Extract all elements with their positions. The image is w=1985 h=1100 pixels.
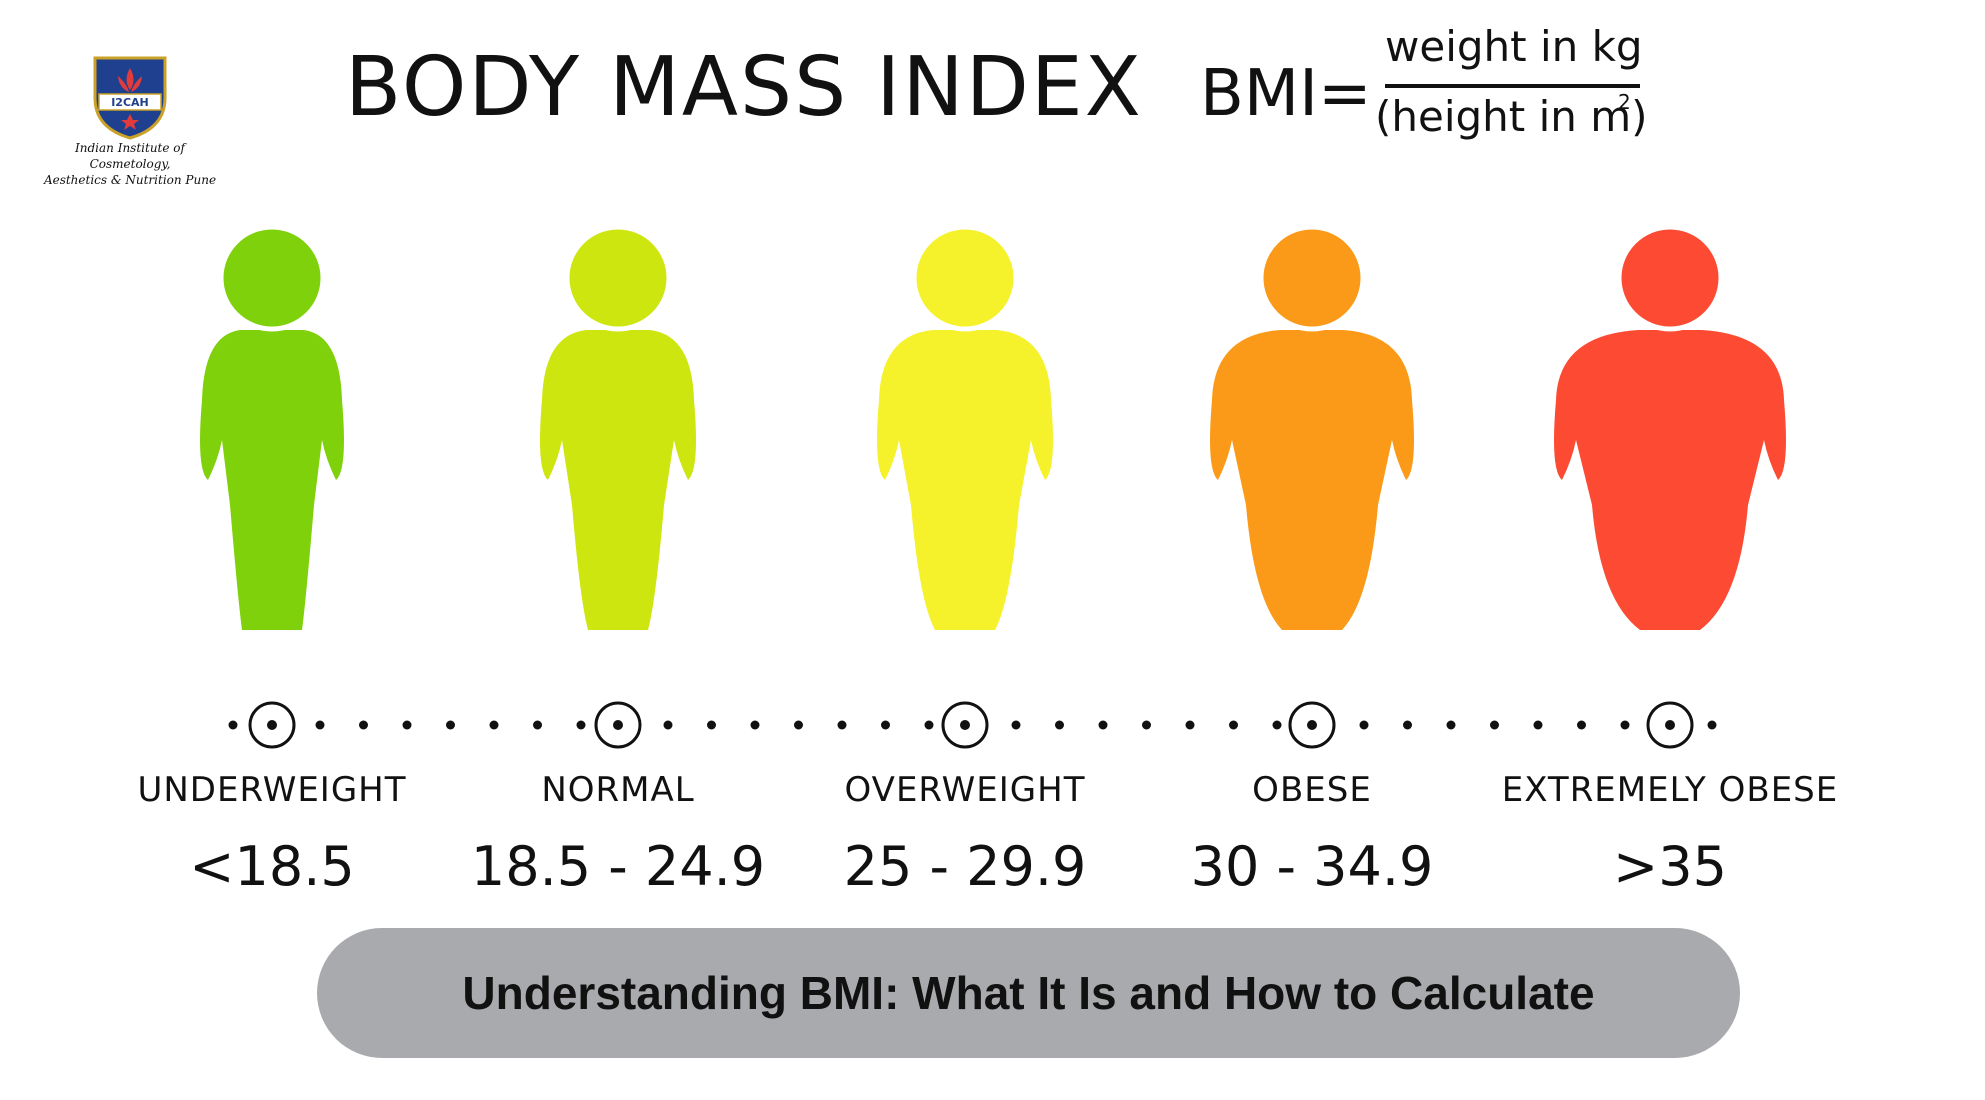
scale-dot bbox=[359, 720, 368, 730]
category-label: OVERWEIGHT bbox=[844, 770, 1086, 810]
figure-extremely-obese bbox=[1554, 224, 1786, 630]
body-figures bbox=[200, 224, 1786, 630]
scale-dot bbox=[1011, 720, 1021, 730]
scale-dot bbox=[1490, 720, 1499, 730]
scale-dot bbox=[1620, 720, 1630, 730]
category-range: >35 bbox=[1613, 835, 1727, 898]
category-range: 30 - 34.9 bbox=[1190, 835, 1434, 898]
scale-dot bbox=[1577, 720, 1586, 730]
scale-marker-ring bbox=[594, 701, 642, 749]
category-range: 18.5 - 24.9 bbox=[470, 835, 766, 898]
scale-dot bbox=[1098, 720, 1108, 730]
scale-dot bbox=[1229, 720, 1238, 730]
figure-overweight bbox=[877, 224, 1053, 630]
figure-body bbox=[200, 330, 344, 630]
figure-underweight bbox=[200, 224, 344, 630]
figure-head bbox=[911, 224, 1019, 332]
scale-marker-ring bbox=[1646, 701, 1694, 749]
scale-dot bbox=[1533, 720, 1543, 730]
figure-head bbox=[218, 224, 326, 332]
scale-dot bbox=[1359, 720, 1369, 730]
scale-marker-center bbox=[267, 720, 277, 730]
scale-dot bbox=[446, 720, 455, 730]
figure-head bbox=[1258, 224, 1366, 332]
scale-dot bbox=[794, 720, 803, 730]
scale-dot bbox=[1185, 720, 1195, 730]
scale-dot bbox=[228, 720, 238, 730]
scale-marker-center bbox=[1307, 720, 1317, 730]
figure-body bbox=[540, 330, 696, 630]
scale-dot bbox=[663, 720, 673, 730]
scale-marker-ring bbox=[941, 701, 989, 749]
scale-dot bbox=[576, 720, 586, 730]
caption-banner: Understanding BMI: What It Is and How to… bbox=[317, 928, 1740, 1058]
scale-marker-center bbox=[613, 720, 623, 730]
institute-logo: I2CAH Indian Institute of Cosmetology, A… bbox=[40, 50, 220, 200]
category-label: UNDERWEIGHT bbox=[137, 770, 407, 810]
bmi-formula: BMI= weight in kg (height in m) 2 bbox=[1200, 22, 1660, 152]
logo-badge-text: I2CAH bbox=[111, 96, 149, 109]
scale-dot bbox=[1055, 720, 1064, 730]
scale-dot bbox=[1403, 720, 1412, 730]
shield-crest-icon: I2CAH bbox=[93, 56, 167, 140]
figure-normal bbox=[540, 224, 696, 630]
scale-dot bbox=[924, 720, 934, 730]
scale-marker-center bbox=[960, 720, 970, 730]
logo-line-1: Indian Institute of Cosmetology, bbox=[75, 141, 185, 171]
scale-marker-center bbox=[1665, 720, 1675, 730]
scale-dot bbox=[1446, 720, 1456, 730]
scale-dot bbox=[707, 720, 716, 730]
category-range: 25 - 29.9 bbox=[843, 835, 1087, 898]
logo-line-2: Aesthetics & Nutrition Pune bbox=[43, 173, 217, 187]
category-range: <18.5 bbox=[189, 835, 355, 898]
formula-numerator: weight in kg bbox=[1385, 22, 1643, 71]
scale-marker-ring bbox=[1288, 701, 1336, 749]
scale-dot bbox=[489, 720, 499, 730]
figure-body bbox=[1210, 330, 1414, 630]
category-label: OBESE bbox=[1252, 770, 1372, 810]
figure-head bbox=[564, 224, 672, 332]
formula-denominator: (height in m) bbox=[1375, 92, 1648, 141]
scale-dot bbox=[533, 720, 542, 730]
formula-exponent: 2 bbox=[1618, 90, 1631, 114]
scale-marker-ring bbox=[248, 701, 296, 749]
formula-lhs: BMI= bbox=[1200, 57, 1372, 131]
figure-head bbox=[1616, 224, 1724, 332]
page-title: BODY MASS INDEX bbox=[345, 40, 1143, 135]
bmi-scale bbox=[228, 701, 1717, 749]
fraction-bar bbox=[1385, 84, 1640, 88]
scale-dot bbox=[1142, 720, 1151, 730]
scale-dot bbox=[402, 720, 412, 730]
scale-dot bbox=[837, 720, 847, 730]
figure-body bbox=[1554, 330, 1786, 630]
category-label: EXTREMELY OBESE bbox=[1501, 770, 1839, 810]
scale-dot bbox=[1707, 720, 1717, 730]
figure-body bbox=[877, 330, 1053, 630]
figure-obese bbox=[1210, 224, 1414, 630]
scale-dot bbox=[881, 720, 890, 730]
caption-text: Understanding BMI: What It Is and How to… bbox=[462, 967, 1595, 1019]
scale-dot bbox=[750, 720, 760, 730]
category-label: NORMAL bbox=[541, 770, 695, 810]
scale-dot bbox=[315, 720, 325, 730]
scale-dot bbox=[1272, 720, 1282, 730]
